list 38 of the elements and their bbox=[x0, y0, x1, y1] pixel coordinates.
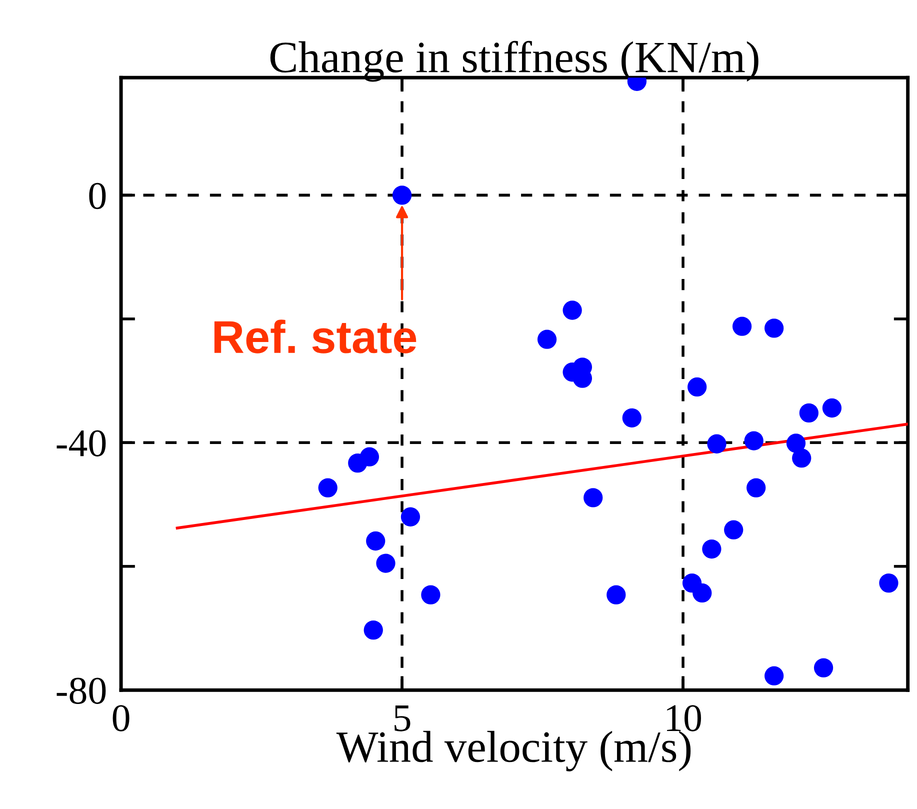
annotation: Ref. state bbox=[214, 320, 416, 354]
point bbox=[786, 434, 806, 453]
point bbox=[537, 330, 557, 349]
point bbox=[746, 478, 766, 498]
chart-title: Change in stiffness (KN/m) bbox=[270, 40, 758, 82]
y-tick-label: -80 bbox=[56, 678, 106, 704]
point bbox=[400, 507, 420, 526]
x-tick-label: 5 bbox=[394, 705, 410, 732]
point bbox=[724, 520, 744, 540]
point bbox=[879, 573, 898, 593]
point bbox=[366, 531, 386, 551]
point bbox=[764, 666, 784, 686]
point bbox=[688, 377, 707, 397]
point bbox=[622, 408, 642, 428]
point bbox=[799, 403, 818, 423]
x-tick-label: 0 bbox=[112, 705, 130, 732]
point bbox=[421, 585, 440, 604]
point bbox=[364, 620, 383, 640]
x-tick-label: 10 bbox=[667, 705, 701, 732]
point bbox=[392, 186, 412, 205]
point bbox=[562, 300, 582, 320]
point bbox=[822, 398, 842, 418]
point bbox=[814, 658, 834, 678]
point bbox=[792, 448, 812, 468]
point bbox=[707, 434, 726, 454]
point bbox=[764, 318, 784, 338]
point bbox=[744, 431, 764, 450]
point bbox=[318, 478, 338, 498]
y-tick-label: 0 bbox=[89, 182, 106, 210]
point bbox=[584, 488, 603, 508]
point bbox=[702, 539, 722, 559]
point bbox=[360, 447, 380, 466]
point bbox=[692, 583, 712, 603]
y-tick-label: -40 bbox=[56, 430, 106, 457]
point bbox=[376, 554, 396, 573]
point bbox=[606, 585, 626, 604]
x-axis-title: Wind velocity (m/s) bbox=[336, 730, 691, 772]
point bbox=[732, 316, 752, 336]
